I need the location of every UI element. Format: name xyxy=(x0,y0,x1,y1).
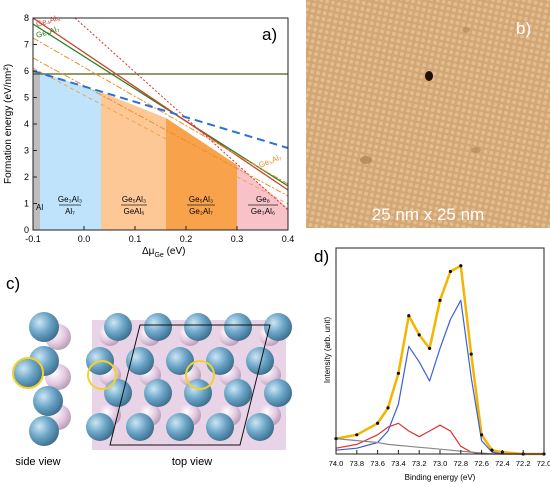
xps-data-point xyxy=(376,421,380,425)
xps-data-point xyxy=(396,371,400,375)
xps-x-tick-label: 73.8 xyxy=(349,459,364,468)
stm-defect-faint-3 xyxy=(462,27,470,33)
line-orange-dashdot-2 xyxy=(33,57,288,197)
stm-defect-faint-1 xyxy=(360,156,372,164)
panel-c-letter: c) xyxy=(6,274,20,293)
xps-series-1 xyxy=(335,299,544,455)
x-tick-label: 0.1 xyxy=(129,234,142,244)
region-label-al: Al xyxy=(36,203,43,212)
x-tick-label: 0.2 xyxy=(180,234,193,244)
region-label-1-bottom: Al₇ xyxy=(65,207,75,216)
xps-x-tick-label: 72.8 xyxy=(453,459,468,468)
xps-x-tick-label: 72.6 xyxy=(474,459,489,468)
y-tick-label: 1 xyxy=(24,199,29,209)
region-label-3-top: Ge₅Al₃ xyxy=(189,195,213,204)
y-axis-label: Formation energy (eV/nm²) xyxy=(3,64,14,184)
xps-x-tick-label: 73.6 xyxy=(370,459,385,468)
region-ge8-ge3al6 xyxy=(237,165,288,230)
side-view-label: side view xyxy=(15,456,60,468)
xps-x-tick-label: 72.4 xyxy=(495,459,510,468)
region-label-2-bottom: GeAl₆ xyxy=(123,207,144,216)
xps-data-point xyxy=(448,269,452,274)
xps-data-point xyxy=(407,314,411,318)
y-tick-label: 5 xyxy=(24,93,29,103)
region-label-2-top: Ge₅Al₃ xyxy=(122,195,146,204)
y-tick-label: 6 xyxy=(24,66,29,76)
region-label-4-top: Ge₈ xyxy=(256,195,270,204)
y-tick-label: 3 xyxy=(24,146,29,156)
xps-data-point xyxy=(490,448,494,452)
highlight-atom-side xyxy=(12,357,44,389)
xps-y-label: Intensity (arb. unit) xyxy=(323,317,332,384)
region-ge5al3-ge2al7 xyxy=(166,118,237,230)
panel-b-stm-image: b) 25 nm x 25 nm xyxy=(306,0,550,228)
xps-x-tick-label: 73.2 xyxy=(412,459,427,468)
xps-data-point xyxy=(480,433,484,437)
region-ge3al3-al7 xyxy=(40,72,101,230)
top-view-model xyxy=(86,313,292,441)
x-tick-label: -0.1 xyxy=(25,234,41,244)
highlight-atom-top-2 xyxy=(185,360,215,390)
unit-cell-outline xyxy=(109,324,271,446)
xps-x-tick-label: 73.0 xyxy=(433,459,448,468)
y-tick-label: 4 xyxy=(24,119,29,129)
xps-data-point xyxy=(438,298,442,302)
xps-x-tick-label: 72.0 xyxy=(537,459,550,468)
region-label-3-bottom: Ge₂Al₇ xyxy=(189,207,213,216)
y-tick-label: 7 xyxy=(24,40,29,50)
axis-ticks: -0.1 0.0 0.1 0.2 0.3 0.4 0 1 2 3 4 5 6 7 8 xyxy=(24,13,294,244)
region-label-1-top: Ge₃Al₃ xyxy=(58,195,82,204)
side-view-model xyxy=(12,312,71,446)
stm-defect-faint-2 xyxy=(471,147,481,153)
xps-data-point xyxy=(386,406,390,410)
xps-data-point xyxy=(459,264,463,268)
x-axis-label: ΔμGe (eV) xyxy=(142,246,185,259)
xps-axes-frame xyxy=(335,247,545,455)
xps-x-tick-label: 72.2 xyxy=(516,459,531,468)
x-tick-label: 0.4 xyxy=(282,234,295,244)
line-orange-dashed xyxy=(33,67,288,205)
x-tick-label: 0.0 xyxy=(78,234,91,244)
xps-data-point xyxy=(355,433,359,437)
xps-data-point xyxy=(469,352,473,356)
label-ge5al7-right: Ge₅Al₇ xyxy=(257,153,283,170)
x-tick-label: 0.3 xyxy=(231,234,244,244)
panel-b-letter: b) xyxy=(516,19,531,38)
scale-caption: 25 nm x 25 nm xyxy=(372,205,484,224)
y-tick-label: 0 xyxy=(24,225,29,235)
line-green-ge5al7 xyxy=(33,23,288,187)
y-tick-label: 2 xyxy=(24,172,29,182)
top-view-label: top view xyxy=(172,456,212,468)
panel-a-letter: a) xyxy=(262,25,277,44)
y-tick-label: 8 xyxy=(24,13,29,23)
xps-data-point xyxy=(428,346,432,350)
xps-ticks: 74.0 73.8 73.6 73.4 73.2 73.0 72.8 72.6 72.4 72.2… xyxy=(329,450,550,468)
line-red-ge4al5 xyxy=(33,18,288,191)
xps-x-tick-label: 74.0 xyxy=(329,459,344,468)
region-ge5al3-geal6 xyxy=(101,92,166,230)
line-blue-dashed xyxy=(33,70,288,149)
xps-x-tick-label: 73.4 xyxy=(391,459,406,468)
highlight-atom-top-1 xyxy=(87,360,117,390)
stm-defect-dark xyxy=(425,71,433,81)
panel-d-xps-spectrum: d) Intensity (arb. unit) Binding energy … xyxy=(314,247,550,482)
xps-data-point xyxy=(417,333,421,337)
panel-d-letter: d) xyxy=(314,247,329,266)
xps-x-label: Binding energy (eV) xyxy=(405,473,476,482)
region-label-4-bottom: Ge₃Al₆ xyxy=(251,207,275,216)
line-orange-dashdot-1 xyxy=(33,37,288,185)
panel-c-atomic-model: c) side view top view xyxy=(6,274,292,468)
